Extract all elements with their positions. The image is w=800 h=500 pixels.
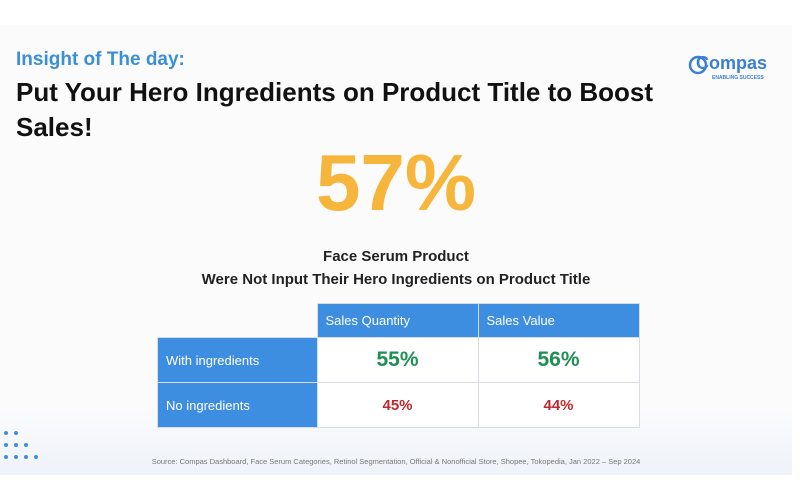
logo-name: Compas xyxy=(696,53,768,73)
cell: 44% xyxy=(477,382,640,428)
table: Sales Quantity Sales Value With ingredie… xyxy=(157,303,640,428)
cell: 56% xyxy=(477,337,640,383)
caption: Face Serum Product xyxy=(323,248,469,265)
kicker: Insight of The day: xyxy=(16,49,185,70)
highlight-value: 57% xyxy=(315,138,477,227)
slide: Compas ENABLING SUCCESS Insight of The d… xyxy=(0,25,792,475)
cell: 55% xyxy=(316,337,479,383)
dot-decoration xyxy=(4,431,38,459)
logo-tagline: ENABLING SUCCESS xyxy=(712,75,764,81)
title: Put Your Hero Ingredients on Product Tit… xyxy=(16,77,654,142)
logo-icon xyxy=(688,55,708,75)
row-label: With ingredients xyxy=(157,337,318,383)
row-label: No ingredients xyxy=(157,382,318,428)
column-header: Sales Quantity xyxy=(316,303,479,338)
cell: 45% xyxy=(316,382,479,428)
caption: Were Not Input Their Hero Ingredients on… xyxy=(201,271,591,288)
source: Source: Compas Dashboard, Face Serum Cat… xyxy=(151,457,641,466)
empty-cell xyxy=(158,304,318,338)
column-header: Sales Value xyxy=(477,303,640,338)
